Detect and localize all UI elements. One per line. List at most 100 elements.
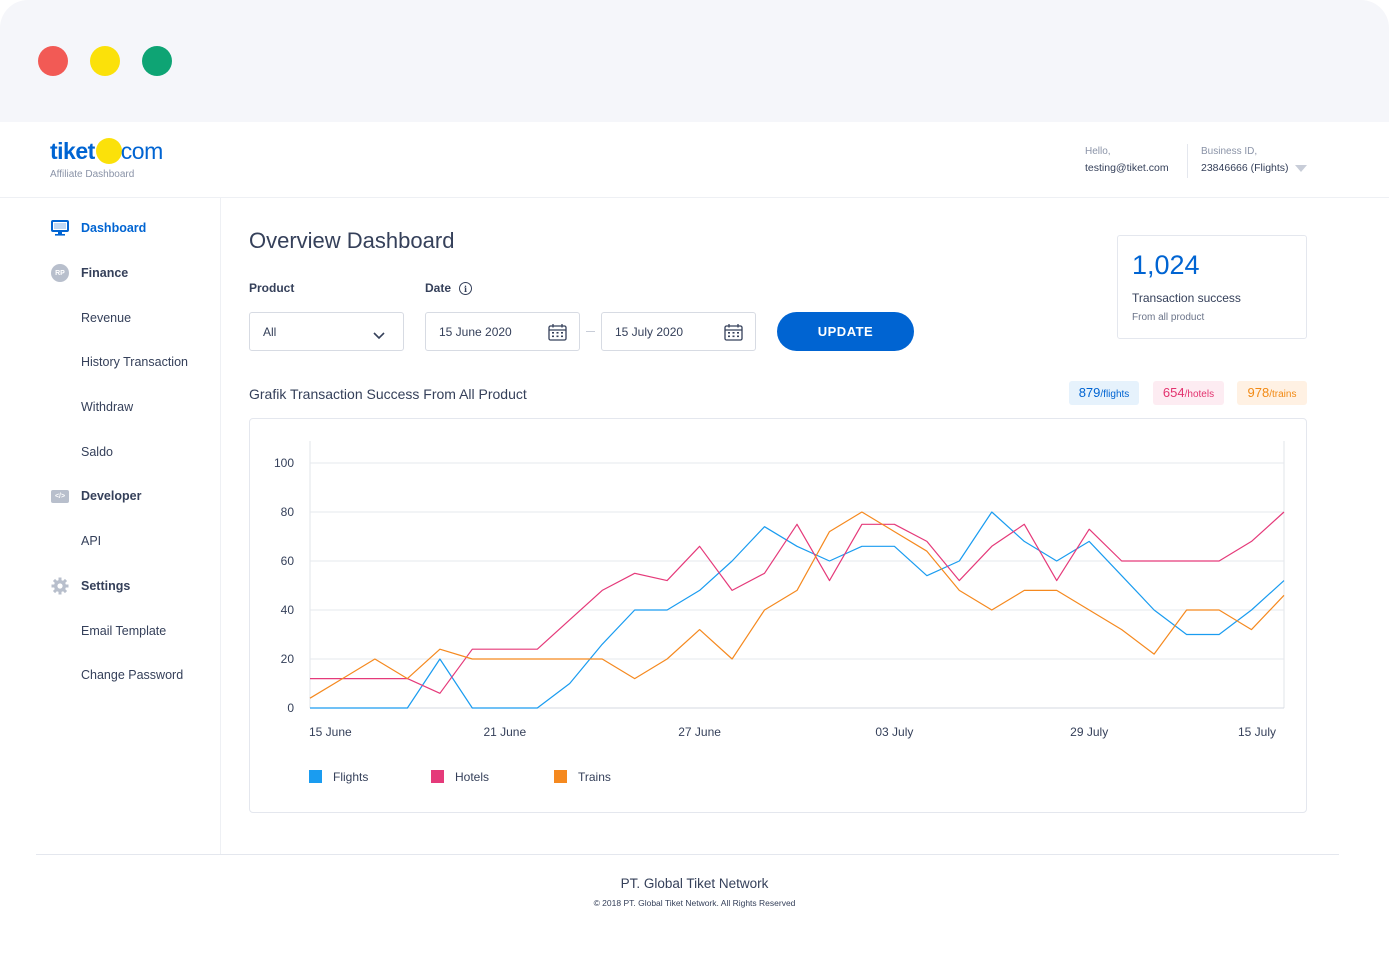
transaction-chart-card: 0 20 40 60 80 100 15 June 21 June 27 June 03 July…	[249, 418, 1307, 813]
sidebar-item-label: Revenue	[81, 311, 132, 325]
chart-title: Grafik Transaction Success From All Prod…	[249, 386, 527, 402]
legend-swatch-trains	[554, 770, 567, 783]
sidebar-item-label: History Transaction	[81, 355, 188, 369]
transaction-count: 1,024	[1132, 250, 1200, 280]
app-subtitle: Affiliate Dashboard	[50, 169, 135, 180]
y-tick-label: 20	[281, 652, 295, 666]
sidebar-item-dashboard[interactable]: Dashboard	[0, 213, 221, 243]
x-tick-label: 29 July	[1070, 725, 1108, 739]
calendar-icon[interactable]	[548, 323, 567, 346]
page-title: Overview Dashboard	[249, 228, 455, 253]
series-line-hotels	[310, 511, 1285, 694]
sidebar-item-change-password[interactable]: Change Password	[0, 660, 221, 690]
sidebar-item-finance[interactable]: RP Finance	[0, 258, 221, 288]
date-range-separator	[586, 331, 595, 332]
transaction-count-label: Transaction success	[1132, 291, 1241, 305]
footer-divider	[36, 854, 1339, 855]
gear-icon	[51, 577, 69, 595]
user-email: testing@tiket.com	[1085, 162, 1169, 174]
business-id-label: Business ID,	[1201, 146, 1258, 157]
rp-badge: RP	[51, 264, 69, 282]
legend-label-hotels: Hotels	[455, 770, 489, 784]
hello-label: Hello,	[1085, 146, 1111, 157]
hotels-count-badge: 654/hotels	[1153, 381, 1224, 405]
sidebar-item-saldo[interactable]: Saldo	[0, 437, 221, 467]
window-titlebar	[0, 0, 1389, 122]
y-tick-label: 40	[281, 603, 295, 617]
x-tick-label: 03 July	[875, 725, 913, 739]
y-tick-label: 0	[287, 701, 294, 715]
sidebar-item-withdraw[interactable]: Withdraw	[0, 392, 221, 422]
transaction-count-sublabel: From all product	[1132, 312, 1205, 323]
footer-copyright: © 2018 PT. Global Tiket Network. All Rig…	[593, 898, 796, 908]
sidebar-item-history-transaction[interactable]: History Transaction	[0, 347, 221, 377]
sidebar-item-label: Settings	[81, 579, 131, 593]
end-date-value: 15 July 2020	[615, 325, 684, 339]
y-tick-label: 80	[281, 505, 295, 519]
x-tick-label: 15 July	[1238, 725, 1276, 739]
start-date-value: 15 June 2020	[439, 325, 512, 339]
end-date-input[interactable]: 15 July 2020	[601, 312, 756, 351]
badge-unit: /flights	[1100, 389, 1130, 400]
logo-text-left: tiket	[50, 137, 95, 164]
badge-value: 978	[1247, 385, 1270, 400]
monitor-icon	[51, 219, 69, 237]
x-tick-label: 15 June	[309, 725, 352, 739]
legend-label-trains: Trains	[578, 770, 611, 784]
business-dropdown-caret-icon[interactable]	[1295, 165, 1307, 172]
footer-company: PT. Global Tiket Network	[620, 876, 769, 891]
transaction-stat-card: 1,024 Transaction success From all produ…	[1117, 235, 1307, 339]
start-date-input[interactable]: 15 June 2020	[425, 312, 580, 351]
sidebar-item-developer[interactable]: </> Developer	[0, 481, 221, 511]
series-line-trains	[309, 511, 1285, 699]
code-icon: </>	[51, 487, 69, 505]
badge-value: 879	[1078, 385, 1101, 400]
product-select-value: All	[263, 325, 277, 339]
header-divider	[1187, 144, 1188, 178]
sidebar-item-revenue[interactable]: Revenue	[0, 303, 221, 333]
minimize-window-button[interactable]	[90, 46, 120, 76]
sidebar-item-label: API	[81, 534, 102, 548]
sidebar-item-label: Dashboard	[81, 221, 147, 235]
x-tick-label: 21 June	[483, 725, 526, 739]
y-tick-label: 60	[281, 554, 295, 568]
badge-unit: /hotels	[1184, 389, 1215, 400]
sidebar-item-label: Withdraw	[81, 400, 134, 414]
sidebar-item-label: Finance	[81, 266, 129, 280]
product-select[interactable]: All	[249, 312, 404, 351]
date-label: Date	[425, 281, 452, 295]
tiket-logo[interactable]: tiket com	[50, 136, 163, 166]
transaction-line-chart: 0 20 40 60 80 100 15 June 21 June 27 June 03 July…	[274, 441, 1285, 784]
x-tick-label: 27 June	[678, 725, 721, 739]
legend-label-flights: Flights	[333, 770, 368, 784]
legend-swatch-hotels	[431, 770, 444, 783]
badge-unit: /trains	[1269, 389, 1297, 400]
product-label: Product	[249, 281, 295, 295]
business-id-value[interactable]: 23846666 (Flights)	[1201, 162, 1289, 174]
rp-icon: RP	[51, 264, 69, 282]
logo-text-right: com	[120, 137, 163, 164]
series-line-flights	[310, 511, 1285, 709]
sidebar-item-settings[interactable]: Settings	[0, 571, 221, 601]
maximize-window-button[interactable]	[142, 46, 172, 76]
calendar-icon[interactable]	[724, 323, 743, 346]
chevron-down-icon	[373, 327, 385, 345]
sidebar: Dashboard RP Finance Revenue History Tra…	[0, 198, 221, 854]
sidebar-item-api[interactable]: API	[0, 526, 221, 556]
legend-swatch-flights	[309, 770, 322, 783]
sidebar-item-label: Email Template	[81, 624, 167, 638]
logo-ball-icon	[95, 138, 122, 164]
close-window-button[interactable]	[38, 46, 68, 76]
sidebar-item-email-template[interactable]: Email Template	[0, 616, 221, 646]
sidebar-item-label: Developer	[81, 489, 142, 503]
info-icon[interactable]: i	[459, 282, 472, 295]
trains-count-badge: 978/trains	[1237, 381, 1307, 405]
update-button[interactable]: UPDATE	[777, 312, 914, 351]
badge-value: 654	[1162, 385, 1185, 400]
y-tick-label: 100	[274, 456, 294, 470]
code-badge: </>	[51, 489, 69, 503]
sidebar-item-label: Saldo	[81, 445, 113, 459]
top-header: tiket com Affiliate Dashboard Hello, tes…	[0, 122, 1389, 198]
sidebar-item-label: Change Password	[81, 668, 184, 682]
